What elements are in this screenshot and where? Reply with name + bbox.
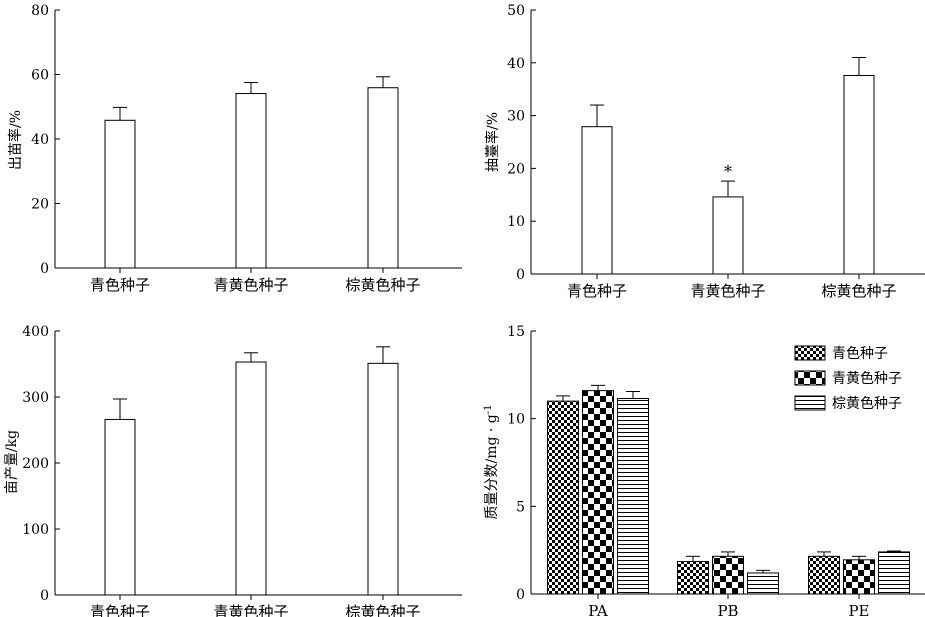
bar (367, 87, 399, 269)
ylabel-mass-fraction: 质量分数/mg · g-1 (483, 404, 500, 519)
plot-area-mass-fraction: 0 5 10 15 PA PB PE (507, 324, 925, 617)
bar (367, 362, 399, 596)
chart-yield: 亩产量/kg 0 100 200 300 400 青色种子 青黄色种子 棕黄色种子 (3, 324, 462, 617)
bar (808, 555, 840, 595)
y-tick-label: 100 (22, 522, 49, 538)
ylabel-mass-fraction-main: 质量分数/mg · g (484, 414, 500, 519)
legend-label: 青色种子 (832, 345, 888, 362)
y-tick-label: 20 (31, 197, 49, 213)
legend-label: 青黄色种子 (832, 370, 902, 387)
ylabel-mass-fraction-sup: -1 (483, 404, 494, 414)
significance-marker: * (724, 162, 732, 181)
y-tick-label: 50 (507, 3, 525, 19)
chart-bolting-rate: 抽薹率/% 0 10 20 30 40 50 青色种子 青黄色种子 棕黄色种子 * (484, 3, 925, 300)
x-tick-label: 青色种子 (90, 603, 150, 617)
y-tick-label: 40 (507, 56, 525, 72)
plot-area-yield: 0 100 200 300 400 青色种子 青黄色种子 棕黄色种子 (22, 324, 462, 617)
bar (747, 572, 779, 595)
bar (235, 93, 267, 269)
x-tick-label: 棕黄色种子 (821, 282, 896, 300)
bar (677, 561, 709, 595)
bar (843, 74, 875, 275)
legend-swatch (794, 370, 826, 386)
bar (582, 390, 614, 595)
y-tick-label: 10 (507, 214, 525, 230)
x-tick-label: 青色种子 (567, 282, 627, 300)
bar (104, 418, 136, 596)
x-tick-label: 棕黄色种子 (345, 276, 420, 294)
bar (712, 555, 744, 595)
y-tick-label: 0 (40, 261, 49, 277)
bar (581, 126, 613, 275)
y-tick-label: 30 (507, 109, 525, 125)
x-tick-label: 青黄色种子 (213, 603, 288, 617)
y-tick-label: 20 (507, 161, 525, 177)
x-tick-label: 青色种子 (90, 276, 150, 294)
y-tick-label: 300 (22, 390, 49, 406)
x-tick-label: 青黄色种子 (213, 276, 288, 294)
legend-swatch (794, 345, 826, 361)
plot-area-bolting-rate: 0 10 20 30 40 50 青色种子 青黄色种子 棕黄色种子 * (507, 3, 925, 300)
x-tick-label: PB (717, 602, 738, 617)
ylabel-bolting-rate: 抽薹率/% (484, 112, 501, 172)
legend-swatch (794, 395, 826, 411)
bar (104, 119, 136, 269)
bar (843, 559, 875, 595)
bar (878, 551, 910, 595)
y-tick-label: 60 (31, 68, 49, 84)
bar (617, 398, 649, 595)
x-tick-label: 棕黄色种子 (345, 603, 420, 617)
y-tick-label: 0 (516, 267, 525, 283)
x-tick-label: 青黄色种子 (690, 282, 765, 300)
y-tick-label: 80 (31, 3, 49, 19)
y-tick-label: 0 (516, 587, 525, 603)
y-tick-label: 40 (31, 132, 49, 148)
y-tick-label: 0 (40, 588, 49, 604)
y-tick-label: 15 (507, 324, 525, 340)
bar (712, 196, 744, 275)
x-tick-label: PE (848, 602, 869, 617)
y-tick-label: 400 (22, 324, 49, 340)
bar (235, 361, 267, 596)
x-tick-label: PA (588, 602, 608, 617)
plot-area-emergence-rate: 0 20 40 60 80 青色种子 青黄色种子 棕黄色种子 (31, 3, 462, 294)
legend-label: 棕黄色种子 (832, 395, 902, 412)
chart-emergence-rate: 出苗率/% 0 20 40 60 80 青色种子 青黄色种子 棕黄色种子 (7, 3, 462, 294)
y-tick-label: 10 (507, 412, 525, 428)
ylabel-emergence-rate: 出苗率/% (7, 110, 24, 170)
chart-mass-fraction: 质量分数/mg · g-1 0 5 10 15 PA PB PE 青色种子青黄色种子棕黄色种… (483, 324, 925, 617)
y-tick-label: 5 (516, 499, 525, 515)
y-tick-label: 200 (22, 456, 49, 472)
bar (547, 400, 579, 595)
ylabel-yield: 亩产量/kg (3, 430, 20, 494)
